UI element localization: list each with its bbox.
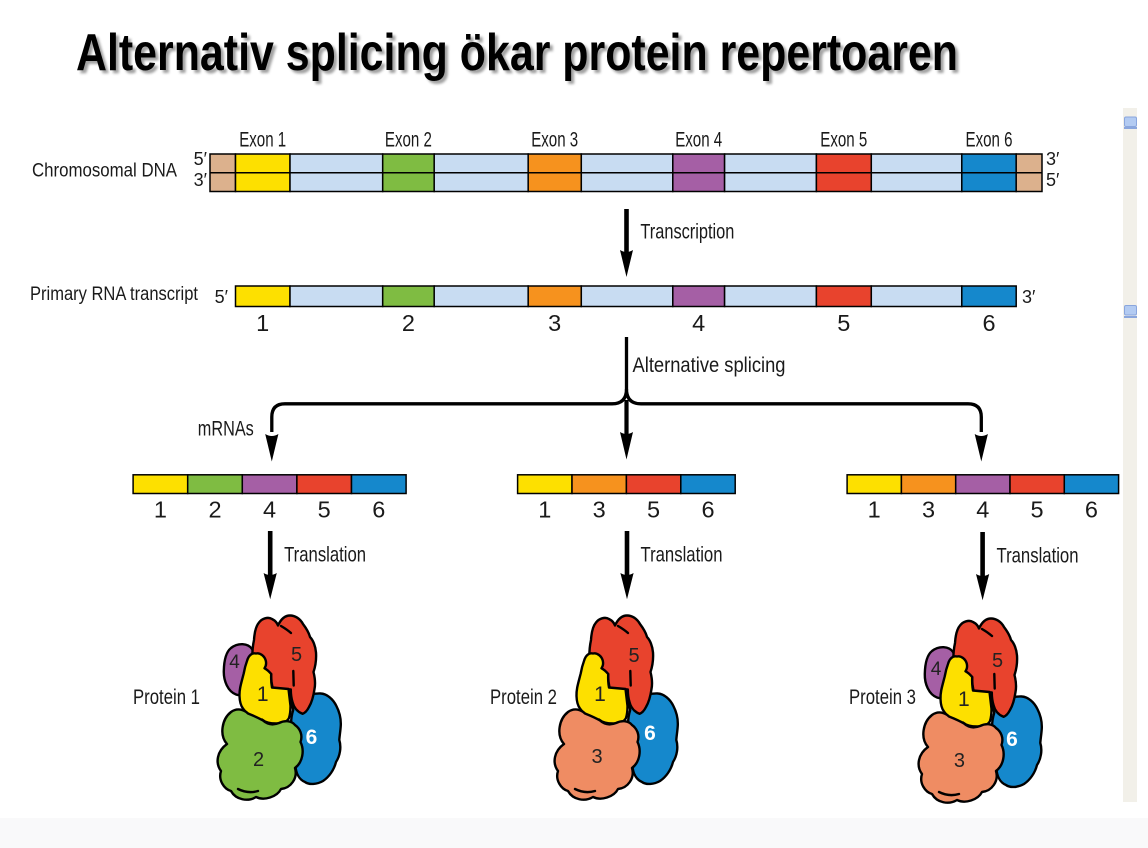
svg-text:Translation: Translation [641, 544, 723, 567]
svg-text:Alternative splicing: Alternative splicing [633, 354, 786, 377]
svg-text:1: 1 [538, 497, 551, 523]
svg-text:3′: 3′ [1022, 287, 1036, 307]
svg-text:6: 6 [701, 497, 714, 523]
svg-text:5: 5 [318, 497, 331, 523]
svg-text:1: 1 [154, 497, 167, 523]
svg-text:4: 4 [976, 497, 989, 523]
svg-text:3: 3 [591, 746, 602, 768]
svg-text:Exon 6: Exon 6 [966, 129, 1013, 152]
svg-text:Translation: Translation [284, 544, 366, 567]
svg-text:2: 2 [208, 497, 221, 523]
svg-text:Exon 4: Exon 4 [675, 129, 722, 152]
svg-text:3: 3 [954, 750, 965, 772]
svg-text:5: 5 [628, 645, 639, 667]
svg-text:Translation: Translation [997, 545, 1079, 568]
svg-text:Transcription: Transcription [640, 221, 734, 244]
svg-text:6: 6 [982, 310, 995, 336]
svg-text:5: 5 [291, 644, 302, 666]
svg-text:Alternativ splicing ökar prote: Alternativ splicing ökar protein reperto… [76, 24, 958, 82]
svg-text:2: 2 [402, 310, 415, 336]
svg-text:6: 6 [372, 497, 385, 523]
svg-text:4: 4 [931, 659, 942, 680]
svg-text:Primary RNA transcript: Primary RNA transcript [30, 284, 199, 305]
svg-text:Exon 3: Exon 3 [531, 129, 578, 152]
svg-text:5: 5 [647, 497, 660, 523]
svg-text:5′: 5′ [215, 287, 229, 307]
svg-text:1: 1 [868, 497, 881, 523]
svg-text:4: 4 [263, 497, 276, 523]
svg-text:5: 5 [992, 650, 1003, 672]
svg-text:1: 1 [594, 683, 606, 706]
svg-text:Exon 1: Exon 1 [239, 129, 286, 152]
svg-text:Protein 1: Protein 1 [133, 686, 200, 709]
svg-text:mRNAs: mRNAs [198, 417, 254, 440]
svg-text:5′: 5′ [1046, 170, 1060, 190]
svg-text:5′: 5′ [194, 149, 208, 169]
svg-text:4: 4 [229, 652, 240, 673]
svg-text:1: 1 [958, 688, 970, 711]
svg-text:Exon 5: Exon 5 [820, 129, 867, 152]
svg-text:6: 6 [1006, 728, 1018, 751]
svg-text:6: 6 [644, 722, 656, 745]
svg-text:3′: 3′ [1046, 149, 1060, 169]
svg-text:6: 6 [306, 726, 318, 749]
svg-text:Chromosomal DNA: Chromosomal DNA [32, 161, 177, 182]
svg-text:Alternativ splicing ökar prote: Alternativ splicing ökar protein reperto… [79, 27, 961, 85]
svg-text:1: 1 [257, 683, 269, 706]
svg-text:Exon 2: Exon 2 [385, 129, 432, 152]
svg-text:4: 4 [692, 310, 705, 336]
svg-text:Protein 3: Protein 3 [849, 686, 916, 709]
svg-text:3: 3 [593, 497, 606, 523]
svg-text:3′: 3′ [194, 170, 208, 190]
svg-text:2: 2 [253, 749, 264, 771]
svg-text:5: 5 [1031, 497, 1044, 523]
svg-text:5: 5 [837, 310, 850, 336]
svg-text:Protein 2: Protein 2 [490, 686, 557, 709]
svg-text:3: 3 [548, 310, 561, 336]
svg-text:6: 6 [1085, 497, 1098, 523]
svg-text:1: 1 [256, 310, 269, 336]
svg-text:3: 3 [922, 497, 935, 523]
